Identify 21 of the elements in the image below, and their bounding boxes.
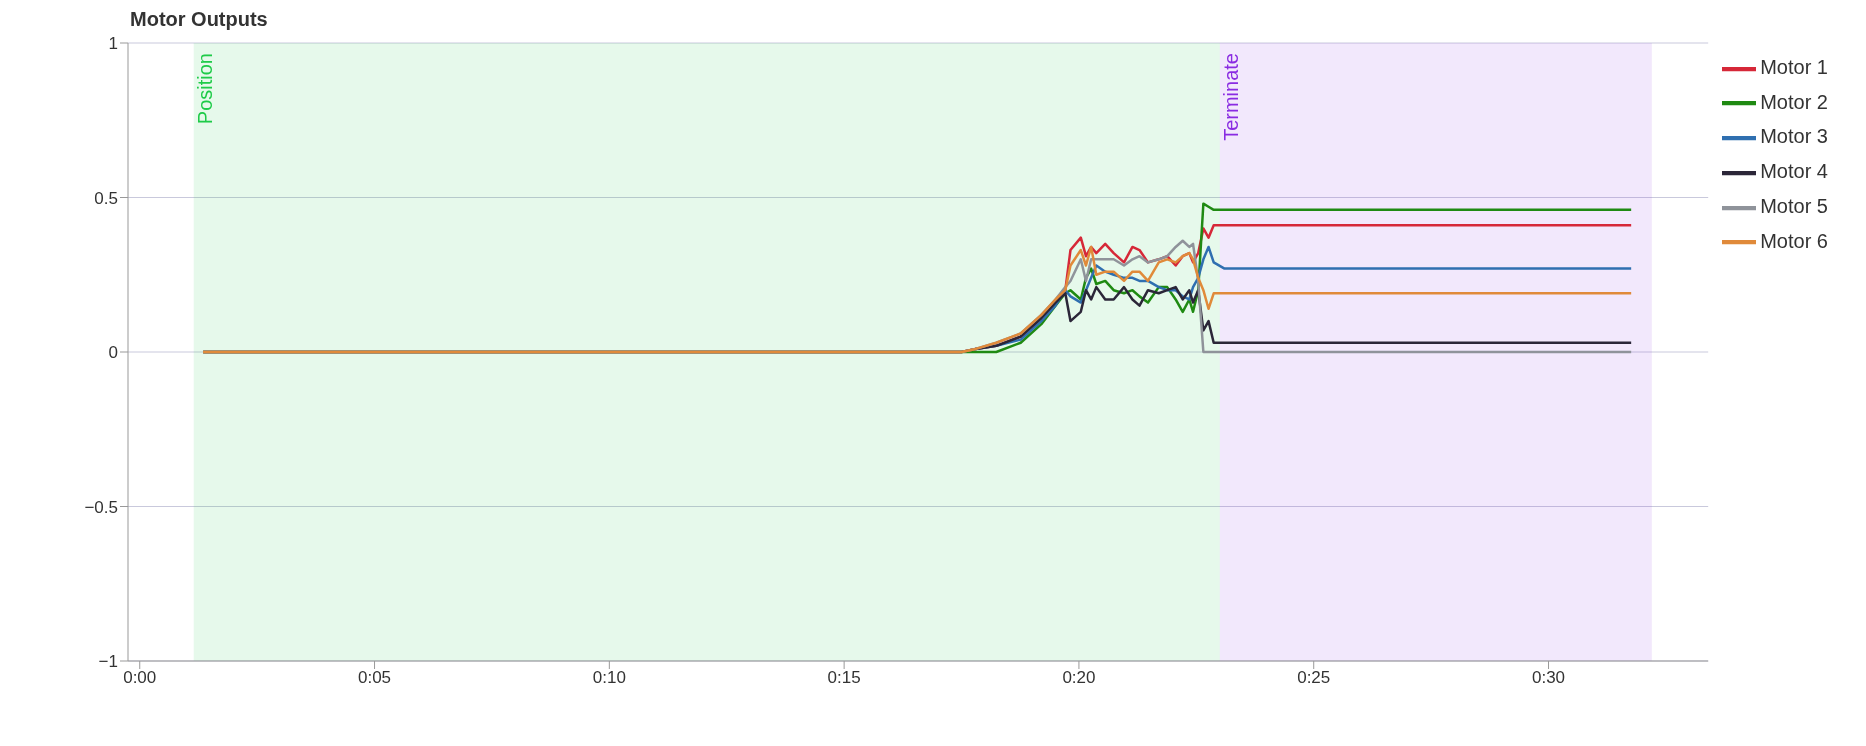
y-tick-label: 0.5 <box>94 188 118 208</box>
y-tick-label: 1 <box>108 34 118 54</box>
x-tick-label: 0:25 <box>1297 668 1331 688</box>
x-tick-label: 0:05 <box>357 668 392 688</box>
legend-label: Motor 5 <box>1760 194 1828 217</box>
x-tick-label: 0:00 <box>123 668 157 688</box>
chart-title: Motor Outputs <box>130 8 269 31</box>
band-label: Position <box>193 53 216 125</box>
x-tick-label: 0:20 <box>1062 668 1096 688</box>
band-label: Terminate <box>1219 53 1242 141</box>
legend-label: Motor 6 <box>1760 229 1828 252</box>
x-tick-label: 0:30 <box>1531 668 1566 688</box>
y-tick-label: −0.5 <box>84 497 118 517</box>
y-tick-label: 0 <box>108 343 118 363</box>
x-tick-label: 0:15 <box>827 668 861 688</box>
legend-label: Motor 2 <box>1760 90 1828 113</box>
legend-label: Motor 3 <box>1760 125 1828 148</box>
legend-label: Motor 1 <box>1760 56 1828 78</box>
legend-label: Motor 4 <box>1760 160 1828 183</box>
y-tick-label: −1 <box>98 652 118 672</box>
x-tick-label: 0:10 <box>592 668 626 688</box>
